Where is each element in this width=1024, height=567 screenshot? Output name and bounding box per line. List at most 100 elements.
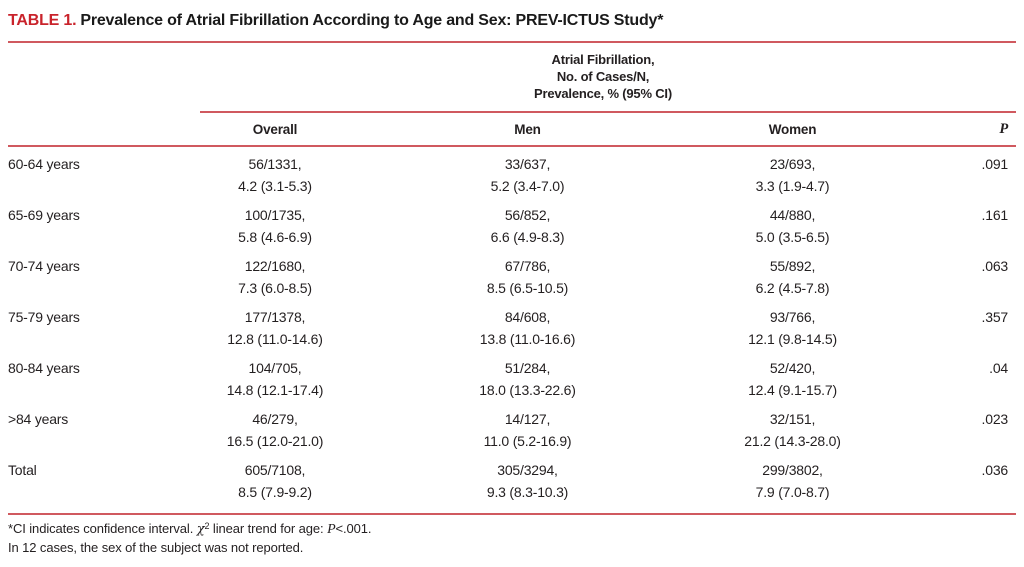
p-value: .063 xyxy=(981,258,1009,274)
prevalence-line: 14.8 (12.1-17.4) xyxy=(226,382,324,398)
men-cell: 14/127, 11.0 (5.2-16.9) xyxy=(360,408,695,453)
p-value: .161 xyxy=(981,207,1009,223)
prevalence-line: 4.2 (3.1-5.3) xyxy=(238,178,312,194)
table-row: 70-74 years 122/1680, 7.3 (6.0-8.5) 67/7… xyxy=(8,249,1016,300)
span-header-spacer xyxy=(8,51,190,113)
cases-line: 67/786, xyxy=(504,258,551,274)
age-group-label: 75-79 years xyxy=(8,309,80,325)
age-group-label: >84 years xyxy=(8,411,69,427)
prevalence-line: 13.8 (11.0-16.6) xyxy=(479,331,576,347)
men-cell: 84/608, 13.8 (11.0-16.6) xyxy=(360,306,695,351)
table-row: >84 years 46/279, 16.5 (12.0-21.0) 14/12… xyxy=(8,402,1016,453)
column-header-women: Women xyxy=(768,121,817,137)
footnote-text: *CI indicates confidence interval. xyxy=(8,521,197,536)
chi-superscript: 2 xyxy=(204,521,210,531)
prevalence-line: 6.2 (4.5-7.8) xyxy=(755,280,830,296)
p-value: .023 xyxy=(981,411,1009,427)
table-row: 65-69 years 100/1735, 5.8 (4.6-6.9) 56/8… xyxy=(8,198,1016,249)
prevalence-line: 12.8 (11.0-14.6) xyxy=(227,331,323,347)
cases-line: 299/3802, xyxy=(762,462,823,478)
cases-line: 605/7108, xyxy=(244,462,306,478)
footnote-line-1: *CI indicates confidence interval. χ2 li… xyxy=(8,520,1016,539)
overall-cell: 177/1378, 12.8 (11.0-14.6) xyxy=(190,306,360,351)
cases-line: 104/705, xyxy=(248,360,302,376)
age-group-label: Total xyxy=(8,462,37,478)
cases-line: 23/693, xyxy=(769,156,816,172)
column-header-row: Overall Men Women P xyxy=(8,113,1016,145)
footnote-text: <.001. xyxy=(335,521,372,536)
cases-line: 84/608, xyxy=(504,309,551,325)
women-cell: 93/766, 12.1 (9.8-14.5) xyxy=(695,306,890,351)
cases-line: 46/279, xyxy=(252,411,298,427)
footnotes: *CI indicates confidence interval. χ2 li… xyxy=(8,515,1016,557)
women-cell: 23/693, 3.3 (1.9-4.7) xyxy=(695,153,890,198)
prevalence-line: 3.3 (1.9-4.7) xyxy=(755,178,830,194)
cases-line: 55/892, xyxy=(769,258,816,274)
men-cell: 56/852, 6.6 (4.9-8.3) xyxy=(360,204,695,249)
age-group-label: 60-64 years xyxy=(8,156,80,172)
column-header-men: Men xyxy=(514,121,541,137)
top-rule xyxy=(8,41,1016,43)
prevalence-line: 5.8 (4.6-6.9) xyxy=(238,229,312,245)
p-value: .357 xyxy=(981,309,1009,325)
cases-line: 177/1378, xyxy=(244,309,306,325)
table-row-total: Total 605/7108, 8.5 (7.9-9.2) 305/3294, … xyxy=(8,453,1016,504)
table-title: TABLE 1. Prevalence of Atrial Fibrillatio… xyxy=(8,10,1016,32)
cases-line: 56/1331, xyxy=(248,156,302,172)
column-header-p: P xyxy=(999,120,1008,137)
women-cell: 52/420, 12.4 (9.1-15.7) xyxy=(695,357,890,402)
women-cell: 299/3802, 7.9 (7.0-8.7) xyxy=(695,459,890,504)
prevalence-line: 9.3 (8.3-10.3) xyxy=(486,484,569,500)
p-symbol: P xyxy=(327,522,336,537)
overall-cell: 605/7108, 8.5 (7.9-9.2) xyxy=(190,459,360,504)
table-row: 60-64 years 56/1331, 4.2 (3.1-5.3) 33/63… xyxy=(8,147,1016,198)
cases-line: 44/880, xyxy=(769,207,816,223)
prevalence-line: 5.2 (3.4-7.0) xyxy=(490,178,565,194)
prevalence-line: 12.4 (9.1-15.7) xyxy=(748,382,837,398)
span-header-line-3: Prevalence, % (95% CI) xyxy=(534,86,672,101)
men-cell: 33/637, 5.2 (3.4-7.0) xyxy=(360,153,695,198)
prevalence-line: 5.0 (3.5-6.5) xyxy=(755,229,830,245)
cases-line: 93/766, xyxy=(769,309,816,325)
prevalence-line: 18.0 (13.3-22.6) xyxy=(479,382,576,398)
footnote-line-2: In 12 cases, the sex of the subject was … xyxy=(8,540,304,555)
table-body: 60-64 years 56/1331, 4.2 (3.1-5.3) 33/63… xyxy=(8,147,1016,504)
prevalence-line: 12.1 (9.8-14.5) xyxy=(748,331,837,347)
cases-line: 33/637, xyxy=(504,156,551,172)
prevalence-line: 21.2 (14.3-28.0) xyxy=(744,433,841,449)
overall-cell: 56/1331, 4.2 (3.1-5.3) xyxy=(190,153,360,198)
prevalence-line: 7.9 (7.0-8.7) xyxy=(755,484,830,500)
header-rule xyxy=(8,145,1016,147)
cases-line: 52/420, xyxy=(769,360,816,376)
cases-line: 51/284, xyxy=(504,360,551,376)
cases-line: 32/151, xyxy=(769,411,816,427)
men-cell: 305/3294, 9.3 (8.3-10.3) xyxy=(360,459,695,504)
men-cell: 51/284, 18.0 (13.3-22.6) xyxy=(360,357,695,402)
cases-line: 122/1680, xyxy=(244,258,306,274)
cases-line: 56/852, xyxy=(504,207,551,223)
prevalence-line: 8.5 (6.5-10.5) xyxy=(486,280,569,296)
overall-cell: 122/1680, 7.3 (6.0-8.5) xyxy=(190,255,360,300)
women-cell: 55/892, 6.2 (4.5-7.8) xyxy=(695,255,890,300)
age-group-label: 70-74 years xyxy=(8,258,80,274)
table-row: 80-84 years 104/705, 14.8 (12.1-17.4) 51… xyxy=(8,351,1016,402)
footnote-text: linear trend for age: xyxy=(209,521,328,536)
prevalence-line: 7.3 (6.0-8.5) xyxy=(238,280,312,296)
column-header-overall: Overall xyxy=(252,121,298,137)
women-cell: 44/880, 5.0 (3.5-6.5) xyxy=(695,204,890,249)
overall-cell: 46/279, 16.5 (12.0-21.0) xyxy=(190,408,360,453)
p-value: .04 xyxy=(989,360,1008,376)
cases-line: 305/3294, xyxy=(497,462,558,478)
women-cell: 32/151, 21.2 (14.3-28.0) xyxy=(695,408,890,453)
overall-cell: 104/705, 14.8 (12.1-17.4) xyxy=(190,357,360,402)
span-header-line-2: No. of Cases/N, xyxy=(556,69,650,84)
span-header-rule xyxy=(200,111,1016,113)
prevalence-line: 11.0 (5.2-16.9) xyxy=(483,433,572,449)
span-header-line-1: Atrial Fibrillation, xyxy=(551,52,655,67)
span-header-row: Atrial Fibrillation, No. of Cases/N, Pre… xyxy=(8,51,1016,113)
prevalence-line: 16.5 (12.0-21.0) xyxy=(226,433,324,449)
table-row: 75-79 years 177/1378, 12.8 (11.0-14.6) 8… xyxy=(8,300,1016,351)
bottom-rule xyxy=(8,513,1016,515)
p-value: .091 xyxy=(981,156,1009,172)
